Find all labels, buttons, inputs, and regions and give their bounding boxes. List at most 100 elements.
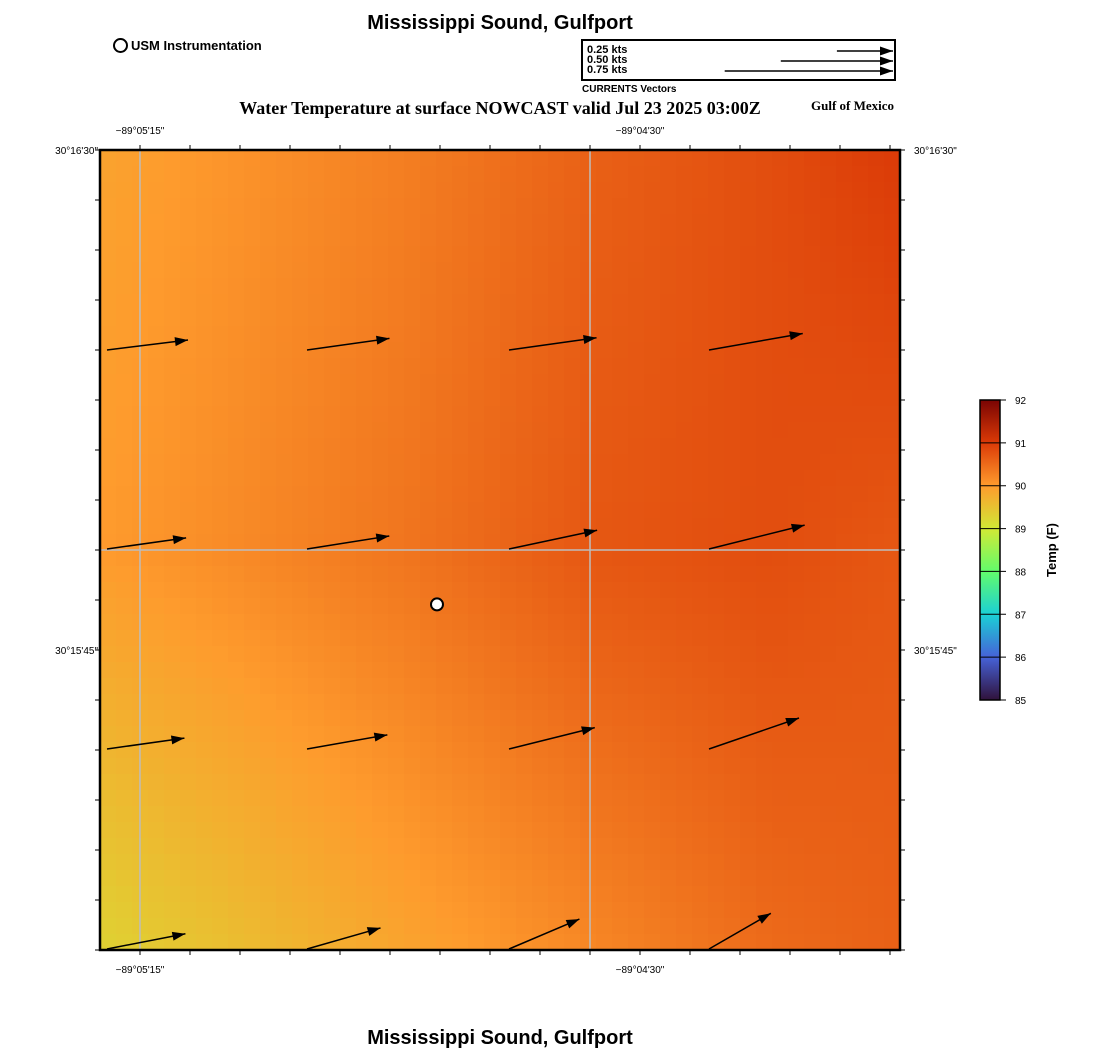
temperature-cell bbox=[404, 214, 421, 231]
temperature-cell bbox=[516, 822, 533, 839]
temperature-cell bbox=[596, 614, 613, 631]
temperature-cell bbox=[676, 742, 693, 759]
temperature-cell bbox=[772, 150, 789, 167]
temperature-cell bbox=[772, 166, 789, 183]
temperature-cell bbox=[772, 662, 789, 679]
temperature-cell bbox=[148, 214, 165, 231]
temperature-cell bbox=[116, 598, 133, 615]
temperature-cell bbox=[260, 214, 277, 231]
temperature-cell bbox=[244, 550, 261, 567]
temperature-cell bbox=[164, 822, 181, 839]
temperature-cell bbox=[660, 534, 677, 551]
temperature-cell bbox=[196, 742, 213, 759]
temperature-cell bbox=[180, 838, 197, 855]
temperature-cell bbox=[276, 726, 293, 743]
temperature-cell bbox=[884, 486, 900, 503]
temperature-cell bbox=[212, 454, 229, 471]
temperature-cell bbox=[836, 486, 853, 503]
temperature-cell bbox=[340, 758, 357, 775]
temperature-cell bbox=[852, 342, 869, 359]
temperature-cell bbox=[884, 374, 900, 391]
temperature-cell bbox=[100, 214, 117, 231]
temperature-cell bbox=[148, 486, 165, 503]
temperature-cell bbox=[820, 374, 837, 391]
temperature-cell bbox=[404, 518, 421, 535]
temperature-cell bbox=[708, 662, 725, 679]
temperature-cell bbox=[452, 726, 469, 743]
temperature-cell bbox=[228, 902, 245, 919]
temperature-cell bbox=[164, 502, 181, 519]
temperature-cell bbox=[532, 662, 549, 679]
temperature-cell bbox=[836, 646, 853, 663]
temperature-cell bbox=[628, 470, 645, 487]
temperature-cell bbox=[820, 214, 837, 231]
temperature-cell bbox=[404, 454, 421, 471]
temperature-cell bbox=[788, 582, 805, 599]
temperature-cell bbox=[676, 534, 693, 551]
temperature-cell bbox=[324, 678, 341, 695]
temperature-cell bbox=[276, 518, 293, 535]
current-vector-head bbox=[373, 732, 388, 742]
temperature-cell bbox=[756, 886, 773, 903]
temperature-cell bbox=[180, 806, 197, 823]
temperature-cell bbox=[740, 886, 757, 903]
temperature-cell bbox=[692, 150, 709, 167]
temperature-cell bbox=[596, 726, 613, 743]
temperature-cell bbox=[308, 166, 325, 183]
temperature-cell bbox=[804, 150, 821, 167]
temperature-cell bbox=[292, 198, 309, 215]
temperature-cell bbox=[724, 262, 741, 279]
temperature-cell bbox=[244, 710, 261, 727]
temperature-cell bbox=[708, 550, 725, 567]
temperature-cell bbox=[516, 614, 533, 631]
temperature-cell bbox=[436, 566, 453, 583]
temperature-cell bbox=[500, 358, 517, 375]
temperature-cell bbox=[180, 342, 197, 359]
temperature-cell bbox=[660, 726, 677, 743]
temperature-cell bbox=[292, 870, 309, 887]
temperature-cell bbox=[820, 678, 837, 695]
temperature-cell bbox=[420, 822, 437, 839]
temperature-cell bbox=[308, 790, 325, 807]
temperature-cell bbox=[516, 438, 533, 455]
temperature-cell bbox=[244, 182, 261, 199]
temperature-cell bbox=[436, 374, 453, 391]
temperature-cell bbox=[660, 150, 677, 167]
temperature-cell bbox=[228, 694, 245, 711]
temperature-cell bbox=[356, 342, 373, 359]
temperature-cell bbox=[308, 566, 325, 583]
temperature-cell bbox=[500, 838, 517, 855]
temperature-cell bbox=[308, 918, 325, 935]
temperature-cell bbox=[612, 470, 629, 487]
temperature-cell bbox=[724, 630, 741, 647]
temperature-cell bbox=[676, 662, 693, 679]
lon-label-top-1: −89°05'15" bbox=[116, 126, 165, 137]
temperature-cell bbox=[340, 790, 357, 807]
temperature-cell bbox=[228, 678, 245, 695]
temperature-cell bbox=[420, 326, 437, 343]
temperature-cell bbox=[404, 582, 421, 599]
temperature-cell bbox=[308, 406, 325, 423]
temperature-cell bbox=[628, 550, 645, 567]
temperature-cell bbox=[788, 614, 805, 631]
temperature-cell bbox=[740, 614, 757, 631]
temperature-cell bbox=[852, 934, 869, 950]
temperature-cell bbox=[484, 694, 501, 711]
temperature-cell bbox=[404, 598, 421, 615]
temperature-cell bbox=[564, 438, 581, 455]
temperature-cell bbox=[468, 838, 485, 855]
temperature-cell bbox=[404, 726, 421, 743]
temperature-cell bbox=[276, 390, 293, 407]
temperature-cell bbox=[340, 150, 357, 167]
temperature-cell bbox=[276, 710, 293, 727]
temperature-cell bbox=[740, 454, 757, 471]
temperature-cell bbox=[612, 566, 629, 583]
temperature-cell bbox=[340, 422, 357, 439]
temperature-cell bbox=[596, 518, 613, 535]
temperature-cell bbox=[148, 902, 165, 919]
temperature-cell bbox=[516, 838, 533, 855]
temperature-cell bbox=[420, 486, 437, 503]
temperature-cell bbox=[580, 438, 597, 455]
temperature-cell bbox=[116, 390, 133, 407]
temperature-cell bbox=[452, 838, 469, 855]
